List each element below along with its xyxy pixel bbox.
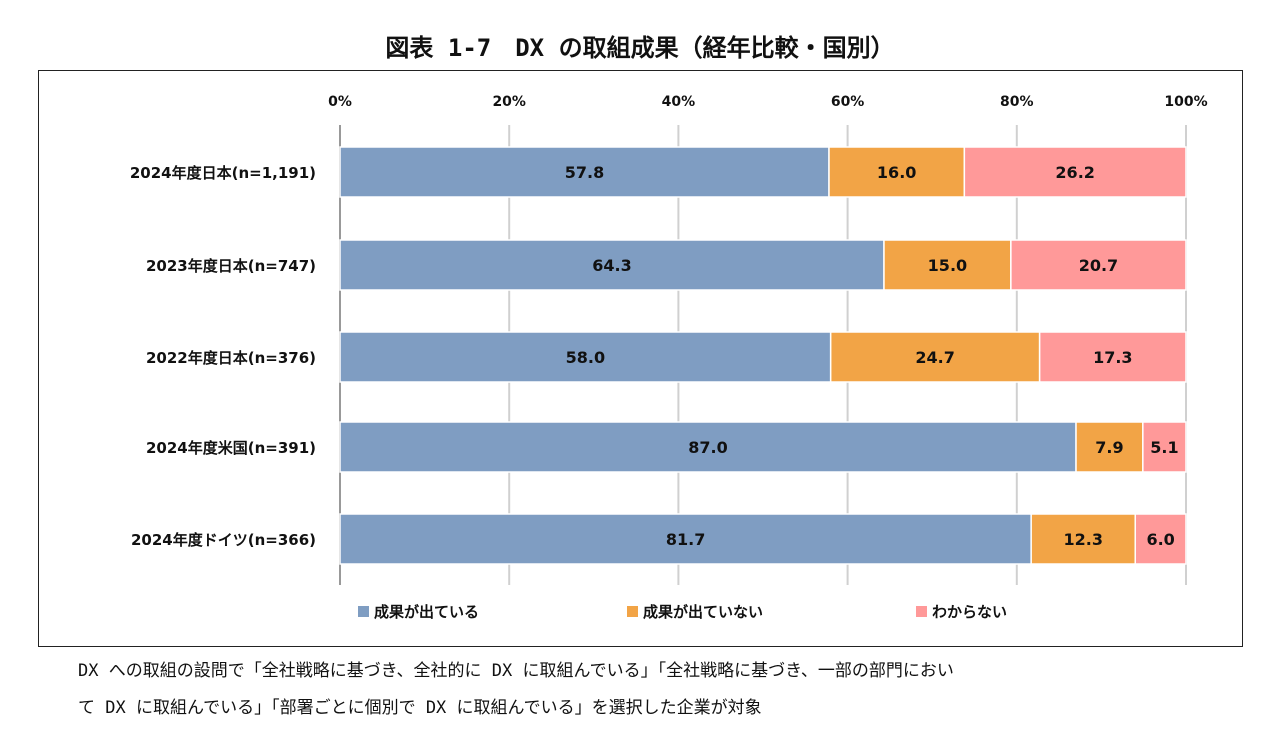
- bar-segment: [339, 421, 1077, 473]
- chart-frame: [38, 70, 1243, 647]
- data-label: 64.3: [592, 256, 631, 275]
- legend-label: 成果が出ていない: [643, 603, 763, 621]
- bar-segment: [1142, 421, 1187, 473]
- category-label: 2023年度日本(n=747): [146, 257, 316, 275]
- footnote-line-2: て DX に取組んでいる」「部署ごとに個別で DX に取組んでいる」を選択した企…: [78, 698, 762, 718]
- category-label: 2022年度日本(n=376): [146, 349, 316, 367]
- data-label: 87.0: [688, 438, 727, 457]
- bar-segment: [1075, 421, 1144, 473]
- data-label: 15.0: [928, 256, 967, 275]
- category-label: 2024年度米国(n=391): [146, 439, 316, 457]
- legend-swatch: [627, 606, 638, 617]
- data-label: 17.3: [1093, 348, 1132, 367]
- bar-segment: [963, 146, 1187, 198]
- x-tick-label: 60%: [831, 94, 865, 110]
- data-label: 24.7: [915, 348, 954, 367]
- data-label: 58.0: [566, 348, 605, 367]
- data-label: 5.1: [1150, 438, 1178, 457]
- data-label: 16.0: [877, 163, 916, 182]
- legend-swatch: [358, 606, 369, 617]
- category-label: 2024年度ドイツ(n=366): [131, 531, 316, 549]
- x-tick-label: 20%: [492, 94, 526, 110]
- bar-segment: [339, 513, 1032, 565]
- footnote-line-1: DX への取組の設問で「全社戦略に基づき、全社的に DX に取組んでいる」「全社…: [78, 661, 954, 681]
- category-label: 2024年度日本(n=1,191): [130, 164, 316, 182]
- x-tick-label: 0%: [328, 94, 352, 110]
- data-label: 6.0: [1146, 530, 1174, 549]
- data-label: 20.7: [1079, 256, 1118, 275]
- data-label: 12.3: [1063, 530, 1102, 549]
- bar-segment: [829, 331, 1041, 383]
- chart-title: 図表 1-7 DX の取組成果（経年比較・国別）: [385, 34, 895, 62]
- legend-swatch: [916, 606, 927, 617]
- data-label: 7.9: [1095, 438, 1123, 457]
- x-tick-label: 40%: [662, 94, 696, 110]
- legend-label: わからない: [932, 603, 1007, 621]
- bar-segment: [1010, 239, 1187, 291]
- bar-segment: [339, 331, 832, 383]
- bar-segment: [1038, 331, 1187, 383]
- data-label: 81.7: [666, 530, 705, 549]
- bar-segment: [339, 239, 885, 291]
- legend-label: 成果が出ている: [374, 603, 479, 621]
- bar-segment: [883, 239, 1012, 291]
- data-label: 57.8: [565, 163, 604, 182]
- data-label: 26.2: [1055, 163, 1094, 182]
- bar-segment: [1134, 513, 1187, 565]
- x-tick-label: 100%: [1164, 94, 1207, 110]
- x-tick-label: 80%: [1000, 94, 1034, 110]
